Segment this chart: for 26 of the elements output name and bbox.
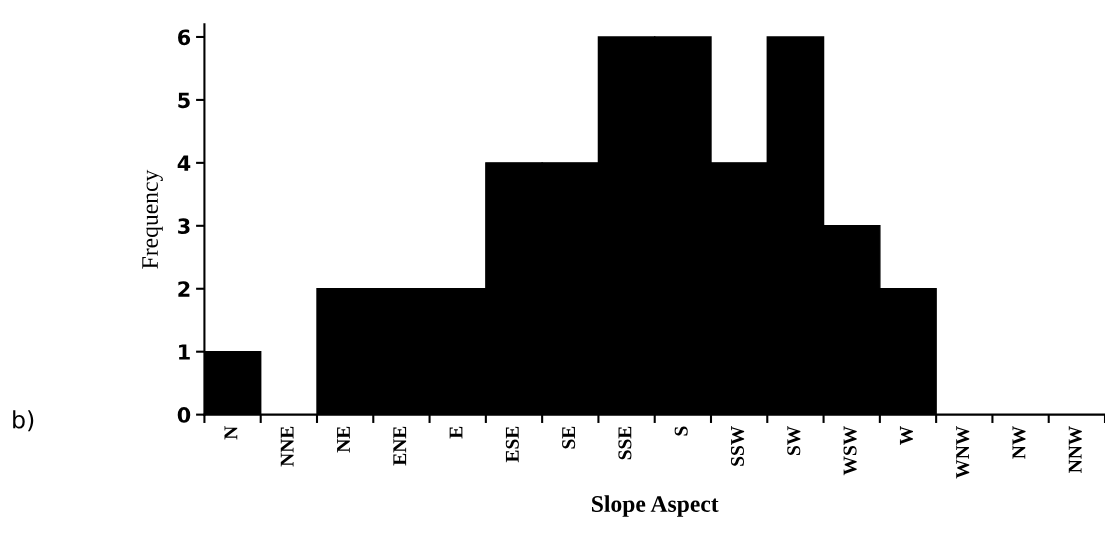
x-tick-label: E	[449, 426, 463, 439]
x-tick-label: SW	[787, 426, 801, 455]
x-tick-label: W	[899, 426, 913, 445]
y-tick-label: 2	[178, 281, 190, 297]
x-axis-title: Slope Aspect	[592, 495, 719, 517]
y-tick-label: 5	[178, 92, 190, 109]
x-tick-label: NNE	[280, 426, 294, 467]
x-tick-label: NE	[337, 426, 350, 453]
x-tick-label: S	[674, 426, 688, 436]
x-tick-label: WSW	[843, 426, 857, 476]
x-tick-label: WNW	[956, 426, 970, 479]
x-tick-label: ESE	[505, 426, 519, 463]
x-tick-label: NW	[1012, 426, 1026, 459]
y-tick-label: 3	[178, 218, 190, 235]
x-tick-label: SE	[562, 426, 576, 449]
y-axis-title: Frequency	[142, 169, 163, 269]
y-tick-label: 4	[177, 155, 191, 171]
x-tick-label: N	[224, 426, 238, 440]
text: b)	[13, 410, 34, 432]
y-tick-label: 1	[179, 344, 190, 360]
x-tick-label: SSW	[730, 426, 745, 466]
y-tick-label: 0	[177, 407, 191, 423]
x-tick-label: SSE	[618, 426, 632, 460]
x-tick-label: ENE	[393, 426, 407, 466]
y-tick-label: 6	[178, 29, 191, 46]
x-tick-label: NNW	[1068, 426, 1082, 473]
